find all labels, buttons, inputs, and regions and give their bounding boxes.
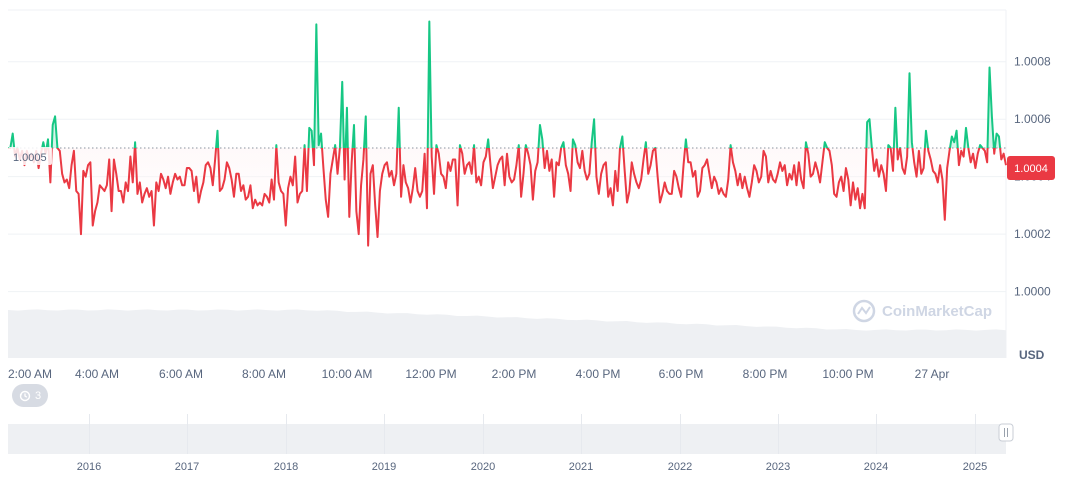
x-tick-label: 6:00 AM: [159, 367, 203, 381]
x-tick-label: 4:00 PM: [576, 367, 621, 381]
current-price-text: 1.0004: [1014, 163, 1048, 175]
navigator-handle[interactable]: [998, 423, 1014, 442]
history-button[interactable]: 3: [12, 384, 48, 407]
navigator-year-label: 2020: [471, 461, 495, 473]
history-icon: [19, 390, 31, 401]
volume-area-shape: [8, 309, 1006, 358]
navigator-year-label: 2023: [766, 461, 790, 473]
price-area: [8, 21, 1006, 246]
x-tick-label: 27 Apr: [915, 367, 950, 381]
x-tick-label: 6:00 PM: [659, 367, 704, 381]
price-line-above: [8, 20, 1002, 148]
area-below-baseline: [8, 147, 1006, 246]
navigator-handle-box[interactable]: [998, 423, 1014, 442]
navigator-year-label: 2016: [77, 461, 101, 473]
range-navigator[interactable]: 2016 2017 2018 2019 2020 2021 2022 2023 2024 2025: [8, 414, 1014, 473]
navigator-year-label: 2017: [175, 461, 199, 473]
coinmarketcap-logo-icon: [852, 299, 876, 323]
currency-label: USD: [1019, 348, 1045, 362]
navigator-year-label: 2018: [274, 461, 298, 473]
navigator-selection[interactable]: [8, 424, 1006, 454]
navigator-year-label: 2022: [668, 461, 692, 473]
baseline-label-bg: [8, 147, 52, 165]
x-tick-label: 10:00 AM: [322, 367, 373, 381]
navigator-year-label: 2019: [372, 461, 396, 473]
y-tick-label: 1.0008: [1014, 55, 1051, 69]
price-line-series: [8, 20, 1007, 247]
x-tick-label: 2:00 PM: [492, 367, 537, 381]
baseline-value-label: 1.0005: [8, 147, 52, 165]
coinmarketcap-logo-mark: [857, 306, 871, 315]
current-price-badge: 1.0004: [1007, 156, 1055, 180]
y-tick-label: 1.0006: [1014, 112, 1051, 126]
x-tick-label: 2:00 AM: [8, 367, 52, 381]
navigator-year-label: 2021: [569, 461, 593, 473]
x-axis: 2:00 AM 4:00 AM 6:00 AM 8:00 AM 10:00 AM 12:0…: [8, 367, 949, 381]
current-price-badge-bg: [1007, 156, 1055, 180]
x-tick-label: 4:00 AM: [75, 367, 119, 381]
y-tick-label: 1.0000: [1014, 285, 1051, 299]
x-tick-label: 8:00 AM: [242, 367, 286, 381]
history-count: 3: [34, 389, 42, 402]
price-line-below: [8, 147, 1007, 247]
watermark-text: CoinMarketCap: [882, 303, 992, 320]
baseline-label-text: 1.0005: [13, 152, 47, 164]
volume-area: [8, 309, 1006, 358]
coinmarketcap-watermark: CoinMarketCap: [852, 299, 992, 323]
x-tick-label: 8:00 PM: [743, 367, 788, 381]
x-tick-label: 10:00 PM: [822, 367, 873, 381]
area-above-baseline: [8, 21, 1001, 148]
navigator-year-label: 2025: [963, 461, 987, 473]
y-tick-label: 1.0002: [1014, 227, 1051, 241]
x-tick-label: 12:00 PM: [405, 367, 456, 381]
navigator-year-label: 2024: [864, 461, 888, 473]
